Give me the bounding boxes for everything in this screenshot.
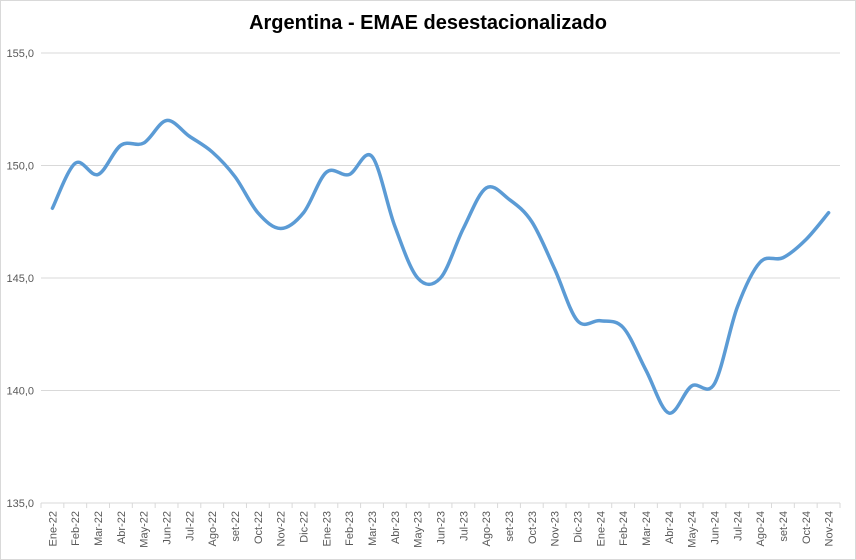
- x-tick-label: Feb-22: [70, 511, 82, 546]
- data-point: [142, 141, 146, 145]
- data-point: [644, 368, 648, 372]
- data-point: [667, 411, 671, 415]
- x-tick-label: Oct-23: [527, 511, 539, 544]
- x-tick-label: Dic-22: [299, 511, 311, 543]
- x-tick-label: May-24: [687, 511, 699, 548]
- series-layer: [50, 118, 831, 415]
- data-point: [530, 220, 534, 224]
- y-tick-label: 145,0: [6, 273, 34, 285]
- data-point: [598, 319, 602, 323]
- x-tick-label: Abr-22: [116, 511, 128, 544]
- x-tick-label: Jul-24: [732, 511, 744, 541]
- data-point: [781, 256, 785, 260]
- x-tick-label: Ago-24: [755, 511, 767, 546]
- data-point: [370, 155, 374, 159]
- x-tick-label: Jul-22: [184, 511, 196, 541]
- data-point: [73, 161, 77, 165]
- x-tick-label: Feb-23: [344, 511, 356, 546]
- data-point: [735, 305, 739, 309]
- data-point: [279, 227, 283, 231]
- x-tick-label: Ago-22: [207, 511, 219, 546]
- data-point: [621, 326, 625, 330]
- x-tick-label: Ago-23: [481, 511, 493, 546]
- data-point: [507, 197, 511, 201]
- x-tick-label: Oct-24: [801, 511, 813, 544]
- x-axis-tick-labels: Ene-22 Feb-22 Mar-22 Abr-22 May-22 Jun-22 Jul-…: [47, 511, 835, 548]
- x-tick-label: Ene-23: [321, 511, 333, 546]
- x-tick-label: Nov-22: [276, 511, 288, 546]
- x-tick-label: Jul-23: [458, 511, 470, 541]
- x-tick-label: Jun-23: [436, 511, 448, 545]
- x-tick-label: Ene-22: [47, 511, 59, 546]
- x-tick-label: May-22: [139, 511, 151, 548]
- data-point: [119, 143, 123, 147]
- x-tick-label: set-22: [230, 511, 242, 542]
- y-tick-label: 155,0: [6, 48, 34, 60]
- data-point: [484, 186, 488, 190]
- data-point: [50, 206, 54, 210]
- data-point: [553, 267, 557, 271]
- data-point: [712, 382, 716, 386]
- data-point: [347, 173, 351, 177]
- data-point: [461, 227, 465, 231]
- y-tick-label: 140,0: [6, 386, 34, 398]
- x-tick-label: set-24: [778, 511, 790, 542]
- x-tick-label: Oct-22: [253, 511, 265, 544]
- x-tick-label: Nov-23: [550, 511, 562, 546]
- data-point: [393, 224, 397, 228]
- data-point: [210, 150, 214, 154]
- x-tick-label: Ene-24: [595, 511, 607, 546]
- y-axis-tick-labels: 135,0 140,0 145,0 150,0 155,0: [6, 48, 34, 510]
- x-tick-label: set-23: [504, 511, 516, 542]
- x-tick-label: Jun-24: [709, 511, 721, 545]
- data-point: [575, 319, 579, 323]
- x-tick-label: Abr-23: [390, 511, 402, 544]
- data-point: [827, 211, 831, 215]
- x-tick-label: Mar-22: [93, 511, 105, 546]
- x-tick-label: Feb-24: [618, 511, 630, 546]
- data-point: [324, 170, 328, 174]
- x-tick-label: Jun-22: [162, 511, 174, 545]
- data-point: [256, 211, 260, 215]
- x-tick-label: Mar-23: [367, 511, 379, 546]
- data-point: [165, 119, 169, 123]
- y-tick-label: 135,0: [6, 498, 34, 510]
- x-axis-tick-marks: [40, 503, 841, 508]
- data-point: [302, 211, 306, 215]
- x-tick-label: Nov-24: [824, 511, 836, 546]
- series-line: [50, 118, 831, 415]
- data-point: [187, 134, 191, 138]
- data-point: [233, 175, 237, 179]
- y-tick-label: 150,0: [6, 161, 34, 173]
- data-point: [416, 276, 420, 280]
- x-tick-label: Mar-24: [641, 511, 653, 546]
- chart-title: Argentina - EMAE desestacionalizado: [249, 12, 607, 34]
- x-tick-label: Dic-23: [572, 511, 584, 543]
- x-tick-label: Abr-24: [664, 511, 676, 544]
- data-point: [804, 238, 808, 242]
- data-point: [96, 173, 100, 177]
- data-point: [439, 276, 443, 280]
- data-point: [758, 260, 762, 264]
- x-tick-label: May-23: [413, 511, 425, 548]
- data-point: [690, 384, 694, 388]
